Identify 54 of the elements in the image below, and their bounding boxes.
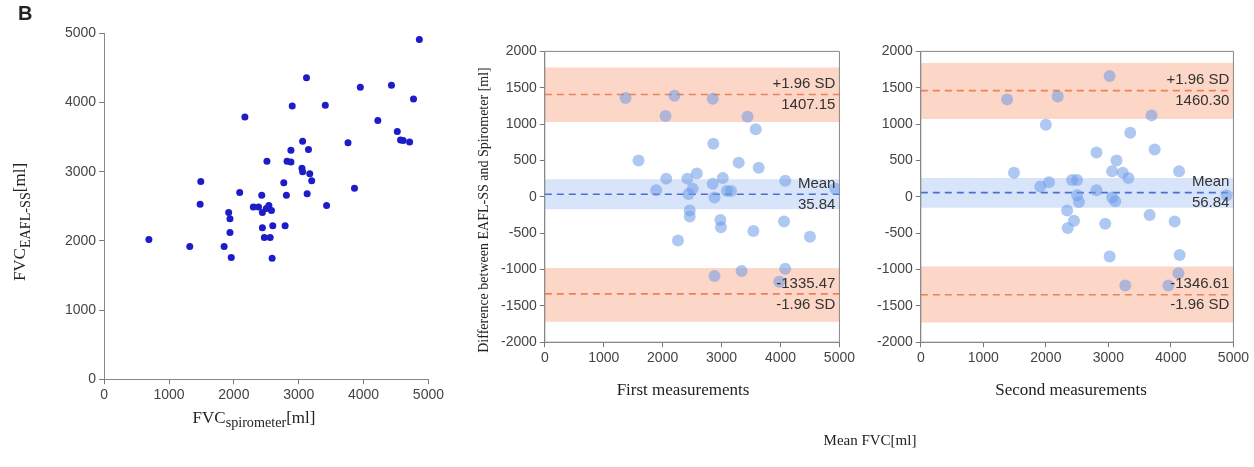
y-tick-label: 500 [889,151,914,168]
y-tick-label: -2000 [876,333,914,350]
y-tick-label: 4000 [64,93,97,110]
ref-line-label: Mean 35.84 [797,173,836,212]
x-tick-label: 2000 [218,386,250,403]
y-tick-label: 2000 [64,231,97,248]
y-tick-label: -1000 [876,260,914,277]
x-tick-label: 4000 [764,349,797,366]
x-tick-label: 5000 [823,349,856,366]
y-tick-label: 0 [529,187,538,204]
x-tick-label: 1000 [153,386,185,403]
x-axis-title: Second measurements [995,380,1147,400]
y-tick-label: -500 [884,224,914,241]
y-tick-label: 2000 [505,42,538,59]
y-tick-label: -1500 [876,296,914,313]
text: Mean FVC[ml] [823,432,917,449]
x-tick-label: 0 [916,349,925,366]
ref-line-label: Mean 56.84 [1191,172,1230,211]
y-tick-label: 1500 [881,78,914,95]
x-tick-label: 0 [540,349,549,366]
x-tick-label: 3000 [1092,349,1125,366]
y-tick-label: 2000 [881,42,914,59]
y-tick-label: -2000 [500,333,538,350]
x-tick-label: 5000 [1217,349,1250,366]
x-axis-title: FVC$_{spirometer}$[ml] [192,408,316,432]
y-tick-label: 500 [513,151,538,168]
x-tick-label: 1000 [588,349,620,366]
y-tick-label: 1000 [505,114,538,131]
x-axis-title: First measurements [616,380,750,400]
y-tick-label: 0 [905,187,914,204]
ref-line-label: +1.96 SD 1407.15 [772,74,836,113]
text: B [18,2,33,25]
ref-line-label: +1.96 SD 1460.30 [1166,70,1230,109]
x-tick-label: 0 [100,386,109,403]
ref-line-label: -1346.61 -1.96 SD [1170,274,1230,313]
y-tick-label: 1000 [64,300,97,317]
y-tick-label: 5000 [64,24,97,41]
x-tick-label: 2000 [1030,349,1062,366]
y-tick-label: -1000 [500,260,538,277]
x-tick-label: 3000 [283,386,315,403]
y-tick-label: 3000 [64,162,97,179]
x-tick-label: 1000 [967,349,1000,366]
y-tick-label: -1500 [500,296,538,313]
ref-line-label: -1335.47 -1.96 SD [776,273,836,312]
x-tick-label: 4000 [347,386,380,403]
x-tick-label: 3000 [706,349,738,366]
y-axis-title: Difference between EAFL-SS and Spirometer [ml] [476,67,492,353]
y-tick-label: 0 [88,370,97,387]
y-tick-label: 1000 [881,114,914,131]
x-tick-label: 5000 [412,386,445,403]
x-tick-label: 4000 [1155,349,1187,366]
y-tick-label: 1500 [505,78,538,95]
y-tick-label: -500 [508,224,538,241]
x-tick-label: 2000 [647,349,679,366]
